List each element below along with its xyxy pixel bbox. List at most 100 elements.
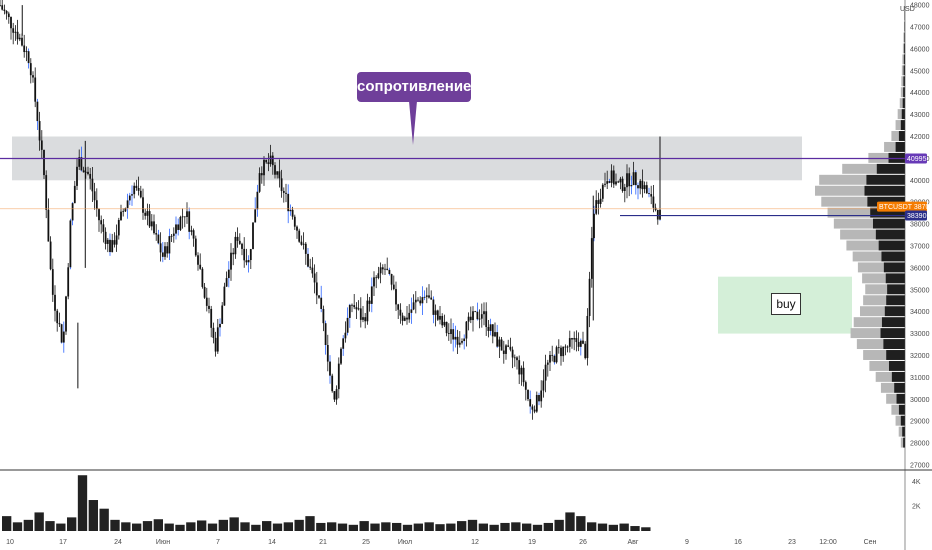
candle-body	[478, 318, 481, 320]
candle-body	[93, 191, 96, 201]
time-tick-label: 12	[471, 539, 479, 546]
candle-body	[291, 209, 294, 217]
price-tick-label: 32000	[910, 353, 930, 360]
candle-body	[491, 324, 494, 337]
price-tick-label: 47000	[910, 25, 930, 32]
candle-body	[258, 173, 261, 192]
candle-body	[337, 363, 340, 390]
candle-body	[212, 327, 215, 338]
candle-body	[106, 239, 109, 244]
candle-body	[612, 170, 615, 185]
volume-bar	[435, 524, 445, 531]
volume-bar	[110, 519, 120, 531]
time-tick-label: Июл	[398, 539, 412, 546]
volume-profile-bar	[880, 382, 895, 393]
candle-body	[203, 286, 206, 298]
candle-body	[632, 172, 635, 186]
volume-profile-bar	[886, 393, 897, 404]
volume-bar	[565, 512, 575, 531]
candle-body	[113, 240, 116, 245]
candle-body	[199, 264, 202, 269]
volume-bar	[121, 522, 131, 531]
volume-profile-bar	[876, 163, 905, 174]
candle-body	[221, 305, 224, 324]
price-tick-label: 40000	[910, 178, 930, 185]
volume-profile-bar	[900, 415, 905, 426]
volume-bar	[132, 523, 142, 531]
candle-body	[538, 394, 540, 402]
candle-body	[571, 338, 573, 340]
candle-body	[551, 354, 554, 356]
candle-body	[10, 17, 12, 29]
time-tick-label: 23	[788, 539, 796, 546]
candle-body	[542, 380, 545, 391]
currency-label: USD	[900, 6, 915, 13]
time-tick-label: 21	[319, 539, 327, 546]
candle-body	[315, 282, 318, 296]
time-tick-label: 14	[268, 539, 276, 546]
candle-body	[98, 209, 100, 221]
volume-profile-bar	[900, 87, 904, 98]
candle-body	[417, 299, 419, 301]
candle-body	[146, 211, 149, 216]
price-label-text: 40995	[907, 156, 927, 163]
time-tick-label: 10	[6, 539, 14, 546]
candle-body	[148, 211, 151, 227]
candle-body	[447, 333, 450, 334]
candle-body	[483, 311, 485, 315]
candle-body	[298, 230, 301, 242]
candle-body	[139, 190, 142, 198]
candle-body	[245, 260, 248, 263]
candle-body	[408, 312, 411, 320]
volume-profile-bar	[833, 218, 873, 229]
candle-body	[597, 200, 600, 204]
candle-body	[628, 173, 631, 187]
volume-bar	[554, 519, 564, 531]
candle-body	[641, 180, 644, 190]
buy-annotation[interactable]: buy	[771, 293, 801, 315]
volume-bar	[164, 523, 174, 531]
candle-body	[87, 171, 89, 174]
volume-profile-bar	[887, 284, 905, 295]
candle-body	[45, 175, 48, 210]
candle-body	[58, 323, 61, 325]
candle-body	[399, 309, 402, 316]
candle-body	[480, 314, 483, 319]
price-tick-label: 38000	[910, 222, 930, 229]
candle-body	[111, 240, 114, 253]
candle-body	[282, 190, 285, 193]
time-axis[interactable]: 10 17 24 Июн 7 14 21 25 Июл 12 19 26 Авг 9 16 23 12:00 Се…	[6, 539, 876, 546]
price-label-text: 38390	[907, 213, 927, 220]
candle-body	[214, 337, 217, 352]
candle-body	[588, 278, 591, 316]
candle-body	[1, 5, 4, 10]
candle-body	[36, 101, 39, 122]
candle-body	[346, 317, 349, 333]
candle-body	[441, 315, 444, 326]
candle-body	[124, 207, 127, 212]
candle-body	[208, 305, 210, 309]
candle-body	[392, 284, 395, 290]
candle-body	[500, 339, 503, 351]
volume-profile-bar	[840, 229, 876, 240]
candle-body	[604, 183, 606, 185]
volume-profile-bar	[902, 426, 905, 437]
candle-body	[384, 268, 386, 270]
candle-body	[238, 240, 241, 244]
candle-body	[458, 342, 461, 345]
candle-body	[610, 170, 613, 183]
volume-bar	[175, 524, 185, 531]
candle-body	[313, 273, 316, 283]
candle-body	[425, 295, 428, 297]
candle-body	[650, 194, 653, 197]
candle-body	[263, 159, 265, 176]
resistance-annotation[interactable]: сопротивление	[357, 72, 471, 102]
candle-body	[397, 304, 400, 310]
candle-body	[575, 338, 578, 343]
candle-body	[219, 323, 221, 328]
candle-body	[256, 191, 259, 210]
candle-body	[104, 231, 107, 244]
volume-profile-bar	[863, 295, 887, 306]
candle-body	[546, 362, 549, 365]
time-tick-label: 16	[734, 539, 742, 546]
